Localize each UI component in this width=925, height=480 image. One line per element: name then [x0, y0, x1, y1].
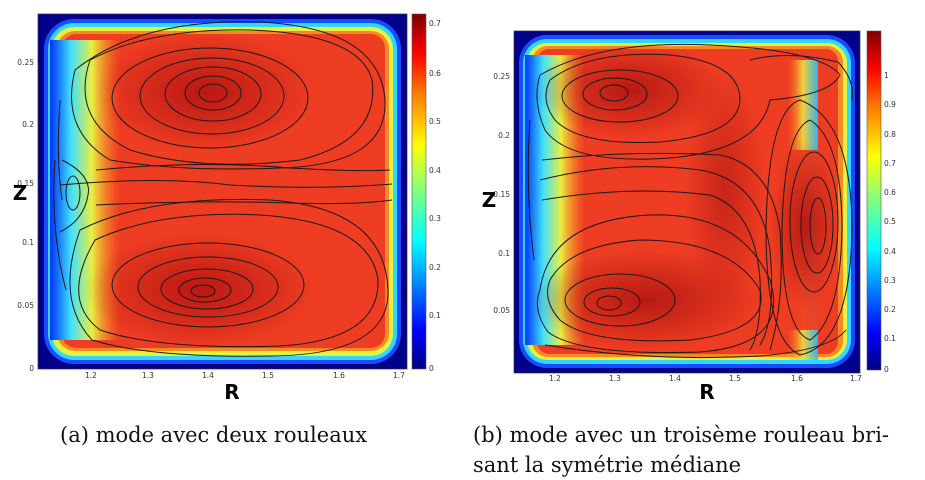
streamlines-b	[527, 43, 853, 359]
y-tick-label: 0.05	[493, 306, 510, 315]
colorbar-tick-label: 0.3	[429, 214, 441, 223]
x-tick-label: 1.7	[393, 371, 405, 380]
colorbar-tick-label: 0.2	[429, 263, 441, 272]
y-tick-label: 0.25	[493, 72, 510, 81]
colorbar-tick-label: 0.4	[884, 247, 896, 256]
y-tick-label: 0.15	[17, 179, 34, 188]
x-tick-label: 1.7	[850, 374, 862, 383]
caption-b-line-2: sant la symétrie médiane	[473, 453, 742, 477]
colorbar-tick-label: 0.8	[884, 130, 896, 139]
x-axis-label-b: R	[699, 380, 714, 400]
colorbar-tick-label: 0.5	[429, 117, 441, 126]
y-tick-label: 0.25	[17, 58, 34, 67]
y-tick-label: 0.05	[17, 301, 34, 310]
caption-b: (b) mode avec un troisème rouleau bri- s…	[473, 420, 913, 480]
x-tick-label: 1.3	[142, 371, 154, 380]
x-ticks-a: 1.2 1.3 1.4 1.5 1.6 1.7	[85, 371, 405, 380]
x-tick-label: 1.6	[791, 374, 803, 383]
x-tick-label: 1.3	[609, 374, 621, 383]
x-tick-label: 1.4	[202, 371, 214, 380]
x-ticks-b: 1.2 1.3 1.4 1.5 1.6 1.7	[549, 374, 862, 383]
y-tick-label: 0.1	[498, 249, 510, 258]
y-axis-label-b: Z	[482, 188, 497, 212]
panel-a: 0 0.05 0.1 0.15 0.2 0.25 1.2 1.3 1.4 1.5…	[0, 0, 450, 400]
panel-b: 0.05 0.1 0.15 0.2 0.25 1.2 1.3 1.4 1.5 1…	[470, 0, 925, 400]
y-tick-label: 0.2	[22, 120, 34, 129]
colorbar-tick-label: 0.6	[884, 188, 896, 197]
colorbar-tick-label: 0.5	[884, 217, 896, 226]
colorbar-b: 0 0.1 0.2 0.3 0.4 0.5 0.6 0.7 0.8 0.9 1	[866, 30, 896, 374]
caption-a: (a) mode avec deux rouleaux	[60, 423, 368, 447]
colorbar-tick-label: 0.4	[429, 166, 441, 175]
x-tick-label: 1.5	[729, 374, 741, 383]
colorbar-a: 0 0.1 0.2 0.3 0.4 0.5 0.6 0.7	[411, 13, 441, 373]
colorbar-tick-label: 0.3	[884, 276, 896, 285]
colorbar-tick-label: 0.1	[884, 334, 896, 343]
colorbar-tick-label: 0.6	[429, 69, 441, 78]
colorbar-tick-label: 0.2	[884, 305, 896, 314]
chart-b: 0.05 0.1 0.15 0.2 0.25 1.2 1.3 1.4 1.5 1…	[482, 30, 896, 400]
x-tick-label: 1.5	[262, 371, 274, 380]
y-tick-label: 0.15	[493, 190, 510, 199]
y-tick-label: 0.2	[498, 131, 510, 140]
field-b	[514, 31, 860, 373]
y-ticks-a: 0 0.05 0.1 0.15 0.2 0.25	[17, 58, 34, 373]
colorbar-tick-label: 0.9	[884, 100, 896, 109]
x-tick-label: 1.2	[549, 374, 561, 383]
colorbar-tick-label: 0.1	[429, 311, 441, 320]
x-axis-label-a: R	[224, 380, 239, 400]
colorbar-tick-label: 0.7	[884, 159, 896, 168]
caption-b-line-1: (b) mode avec un troisème rouleau bri-	[473, 423, 890, 447]
y-tick-label: 0.1	[22, 238, 34, 247]
streamlines-a	[53, 21, 393, 357]
colorbar-tick-label: 0	[429, 364, 434, 373]
y-axis-label-a: Z	[13, 181, 28, 205]
colorbar-tick-label: 0.7	[429, 19, 441, 28]
x-tick-label: 1.4	[669, 374, 681, 383]
colorbar-tick-label: 1	[884, 71, 889, 80]
chart-a: 0 0.05 0.1 0.15 0.2 0.25 1.2 1.3 1.4 1.5…	[13, 13, 441, 400]
colorbar-tick-label: 0	[884, 365, 889, 374]
y-ticks-b: 0.05 0.1 0.15 0.2 0.25	[493, 72, 510, 315]
x-tick-label: 1.6	[333, 371, 345, 380]
y-tick-label: 0	[29, 364, 34, 373]
x-tick-label: 1.2	[85, 371, 97, 380]
